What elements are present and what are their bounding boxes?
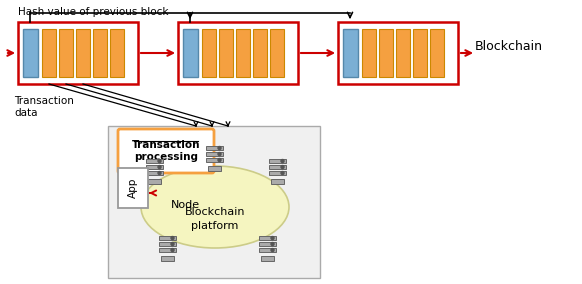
Bar (269, 165, 286, 169)
Bar (159, 242, 176, 246)
Circle shape (281, 166, 284, 168)
Bar (260, 248, 276, 252)
Bar (261, 256, 275, 261)
Circle shape (171, 237, 174, 239)
Bar (396, 29, 410, 77)
Circle shape (218, 147, 221, 149)
Bar (271, 179, 285, 184)
Bar (270, 29, 284, 77)
Bar (207, 158, 223, 162)
Bar (207, 146, 223, 150)
Bar (183, 29, 198, 77)
Bar (260, 236, 276, 240)
Bar (159, 236, 176, 240)
Bar (110, 29, 124, 77)
Bar (93, 29, 107, 77)
Bar (430, 29, 444, 77)
Bar (76, 29, 90, 77)
Bar (161, 256, 175, 261)
Text: Node: Node (171, 200, 200, 210)
Circle shape (271, 237, 274, 239)
Text: Blockchain
platform: Blockchain platform (184, 207, 245, 231)
Circle shape (158, 166, 161, 168)
Bar (118, 168, 148, 208)
Bar (23, 29, 38, 77)
Bar (260, 242, 276, 246)
Text: Hash value of previous block: Hash value of previous block (18, 7, 169, 17)
Bar (202, 29, 216, 77)
Bar (208, 166, 222, 171)
Text: Transaction
processing: Transaction processing (132, 140, 200, 162)
Bar (236, 29, 250, 77)
Bar (178, 22, 298, 84)
Circle shape (271, 248, 274, 252)
Bar (18, 22, 138, 84)
Circle shape (218, 153, 221, 156)
Circle shape (158, 160, 161, 162)
Bar (253, 29, 267, 77)
Circle shape (281, 160, 284, 162)
Bar (269, 159, 286, 163)
FancyBboxPatch shape (118, 129, 214, 173)
Bar (42, 29, 56, 77)
Bar (59, 29, 73, 77)
Circle shape (218, 158, 221, 162)
Bar (338, 22, 458, 84)
Circle shape (281, 172, 284, 174)
Bar (343, 29, 358, 77)
Bar (379, 29, 393, 77)
Bar (207, 152, 223, 156)
Text: Transaction
data: Transaction data (14, 96, 74, 118)
Circle shape (158, 172, 161, 174)
Text: Blockchain: Blockchain (475, 39, 543, 53)
Bar (269, 171, 286, 175)
Circle shape (271, 243, 274, 245)
Ellipse shape (141, 166, 289, 248)
Text: App: App (128, 178, 138, 198)
Bar (362, 29, 376, 77)
Circle shape (171, 248, 174, 252)
Circle shape (171, 243, 174, 245)
Bar (219, 29, 233, 77)
Bar (147, 165, 164, 169)
Bar (413, 29, 427, 77)
Bar (147, 171, 164, 175)
Bar (159, 248, 176, 252)
Bar (148, 179, 161, 184)
Bar (147, 159, 164, 163)
Bar (108, 126, 320, 278)
